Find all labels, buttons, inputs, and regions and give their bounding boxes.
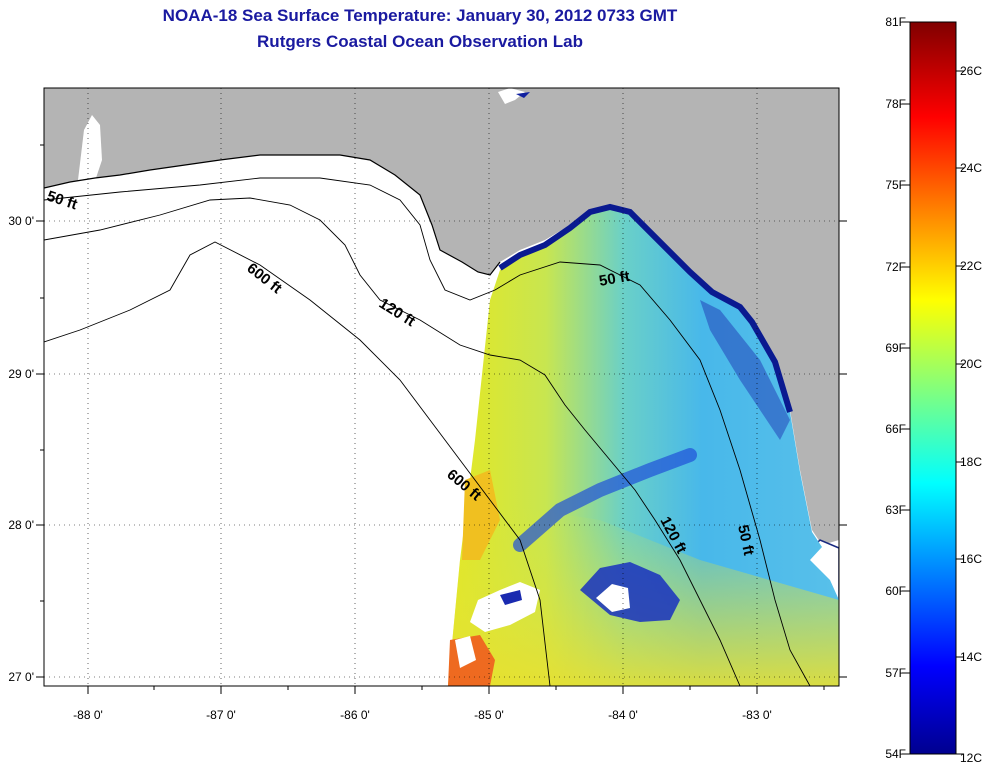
lat-label: 27 0' xyxy=(8,670,34,684)
colorbar-f-label: 54F xyxy=(885,747,906,761)
cloud-mask xyxy=(470,582,540,632)
bay xyxy=(78,115,102,180)
lon-label: -86 0' xyxy=(340,708,370,722)
lon-label: -88 0' xyxy=(73,708,103,722)
depth-label: 50 ft xyxy=(734,523,757,557)
map-subtitle: Rutgers Coastal Ocean Observation Lab xyxy=(257,32,583,51)
colorbar-c-label: 18C xyxy=(960,455,982,469)
colorbar-scale xyxy=(909,21,957,755)
longitude-labels: -88 0' -87 0' -86 0' -85 0' -84 0' -83 0… xyxy=(73,708,772,722)
colorbar-c-label: 24C xyxy=(960,161,982,175)
colorbar-c-label: 12C xyxy=(960,751,982,765)
colorbar-c-label: 26C xyxy=(960,64,982,78)
colorbar-c-label: 20C xyxy=(960,357,982,371)
colorbar-f-label: 69F xyxy=(885,341,906,355)
latitude-labels: 30 0' 29 0' 28 0' 27 0' xyxy=(8,214,34,684)
colorbar-f-label: 75F xyxy=(885,178,906,192)
colorbar-f-label: 63F xyxy=(885,503,906,517)
contour-600ft xyxy=(44,241,551,686)
lon-label: -87 0' xyxy=(206,708,236,722)
cold-eddy xyxy=(580,562,680,622)
lat-label: 29 0' xyxy=(8,367,34,381)
lat-label: 28 0' xyxy=(8,518,34,532)
colorbar: 81F 78F 75F 72F 69F 66F 63F 60F 57F 54F … xyxy=(885,15,982,765)
axis-ticks xyxy=(36,144,847,694)
lon-label: -84 0' xyxy=(608,708,638,722)
colorbar-c-label: 14C xyxy=(960,650,982,664)
colorbar-f-label: 66F xyxy=(885,422,906,436)
coastline xyxy=(44,154,501,276)
lake xyxy=(498,88,525,104)
colorbar-c-label: 16C xyxy=(960,552,982,566)
colorbar-f-label: 72F xyxy=(885,260,906,274)
colorbar-c-label: 22C xyxy=(960,259,982,273)
depth-label: 50 ft xyxy=(598,268,631,290)
map-frame xyxy=(43,87,840,687)
land-mass xyxy=(44,88,839,545)
colorbar-f-label: 81F xyxy=(885,15,906,29)
contour-120ft xyxy=(44,197,741,686)
contour-50ft xyxy=(44,177,811,686)
map-title: NOAA-18 Sea Surface Temperature: January… xyxy=(162,6,678,25)
colorbar-f-label: 78F xyxy=(885,97,906,111)
lat-label: 30 0' xyxy=(8,214,34,228)
colorbar-f-label: 60F xyxy=(885,584,906,598)
lon-label: -85 0' xyxy=(474,708,504,722)
colorbar-f-label: 57F xyxy=(885,666,906,680)
lon-label: -83 0' xyxy=(742,708,772,722)
